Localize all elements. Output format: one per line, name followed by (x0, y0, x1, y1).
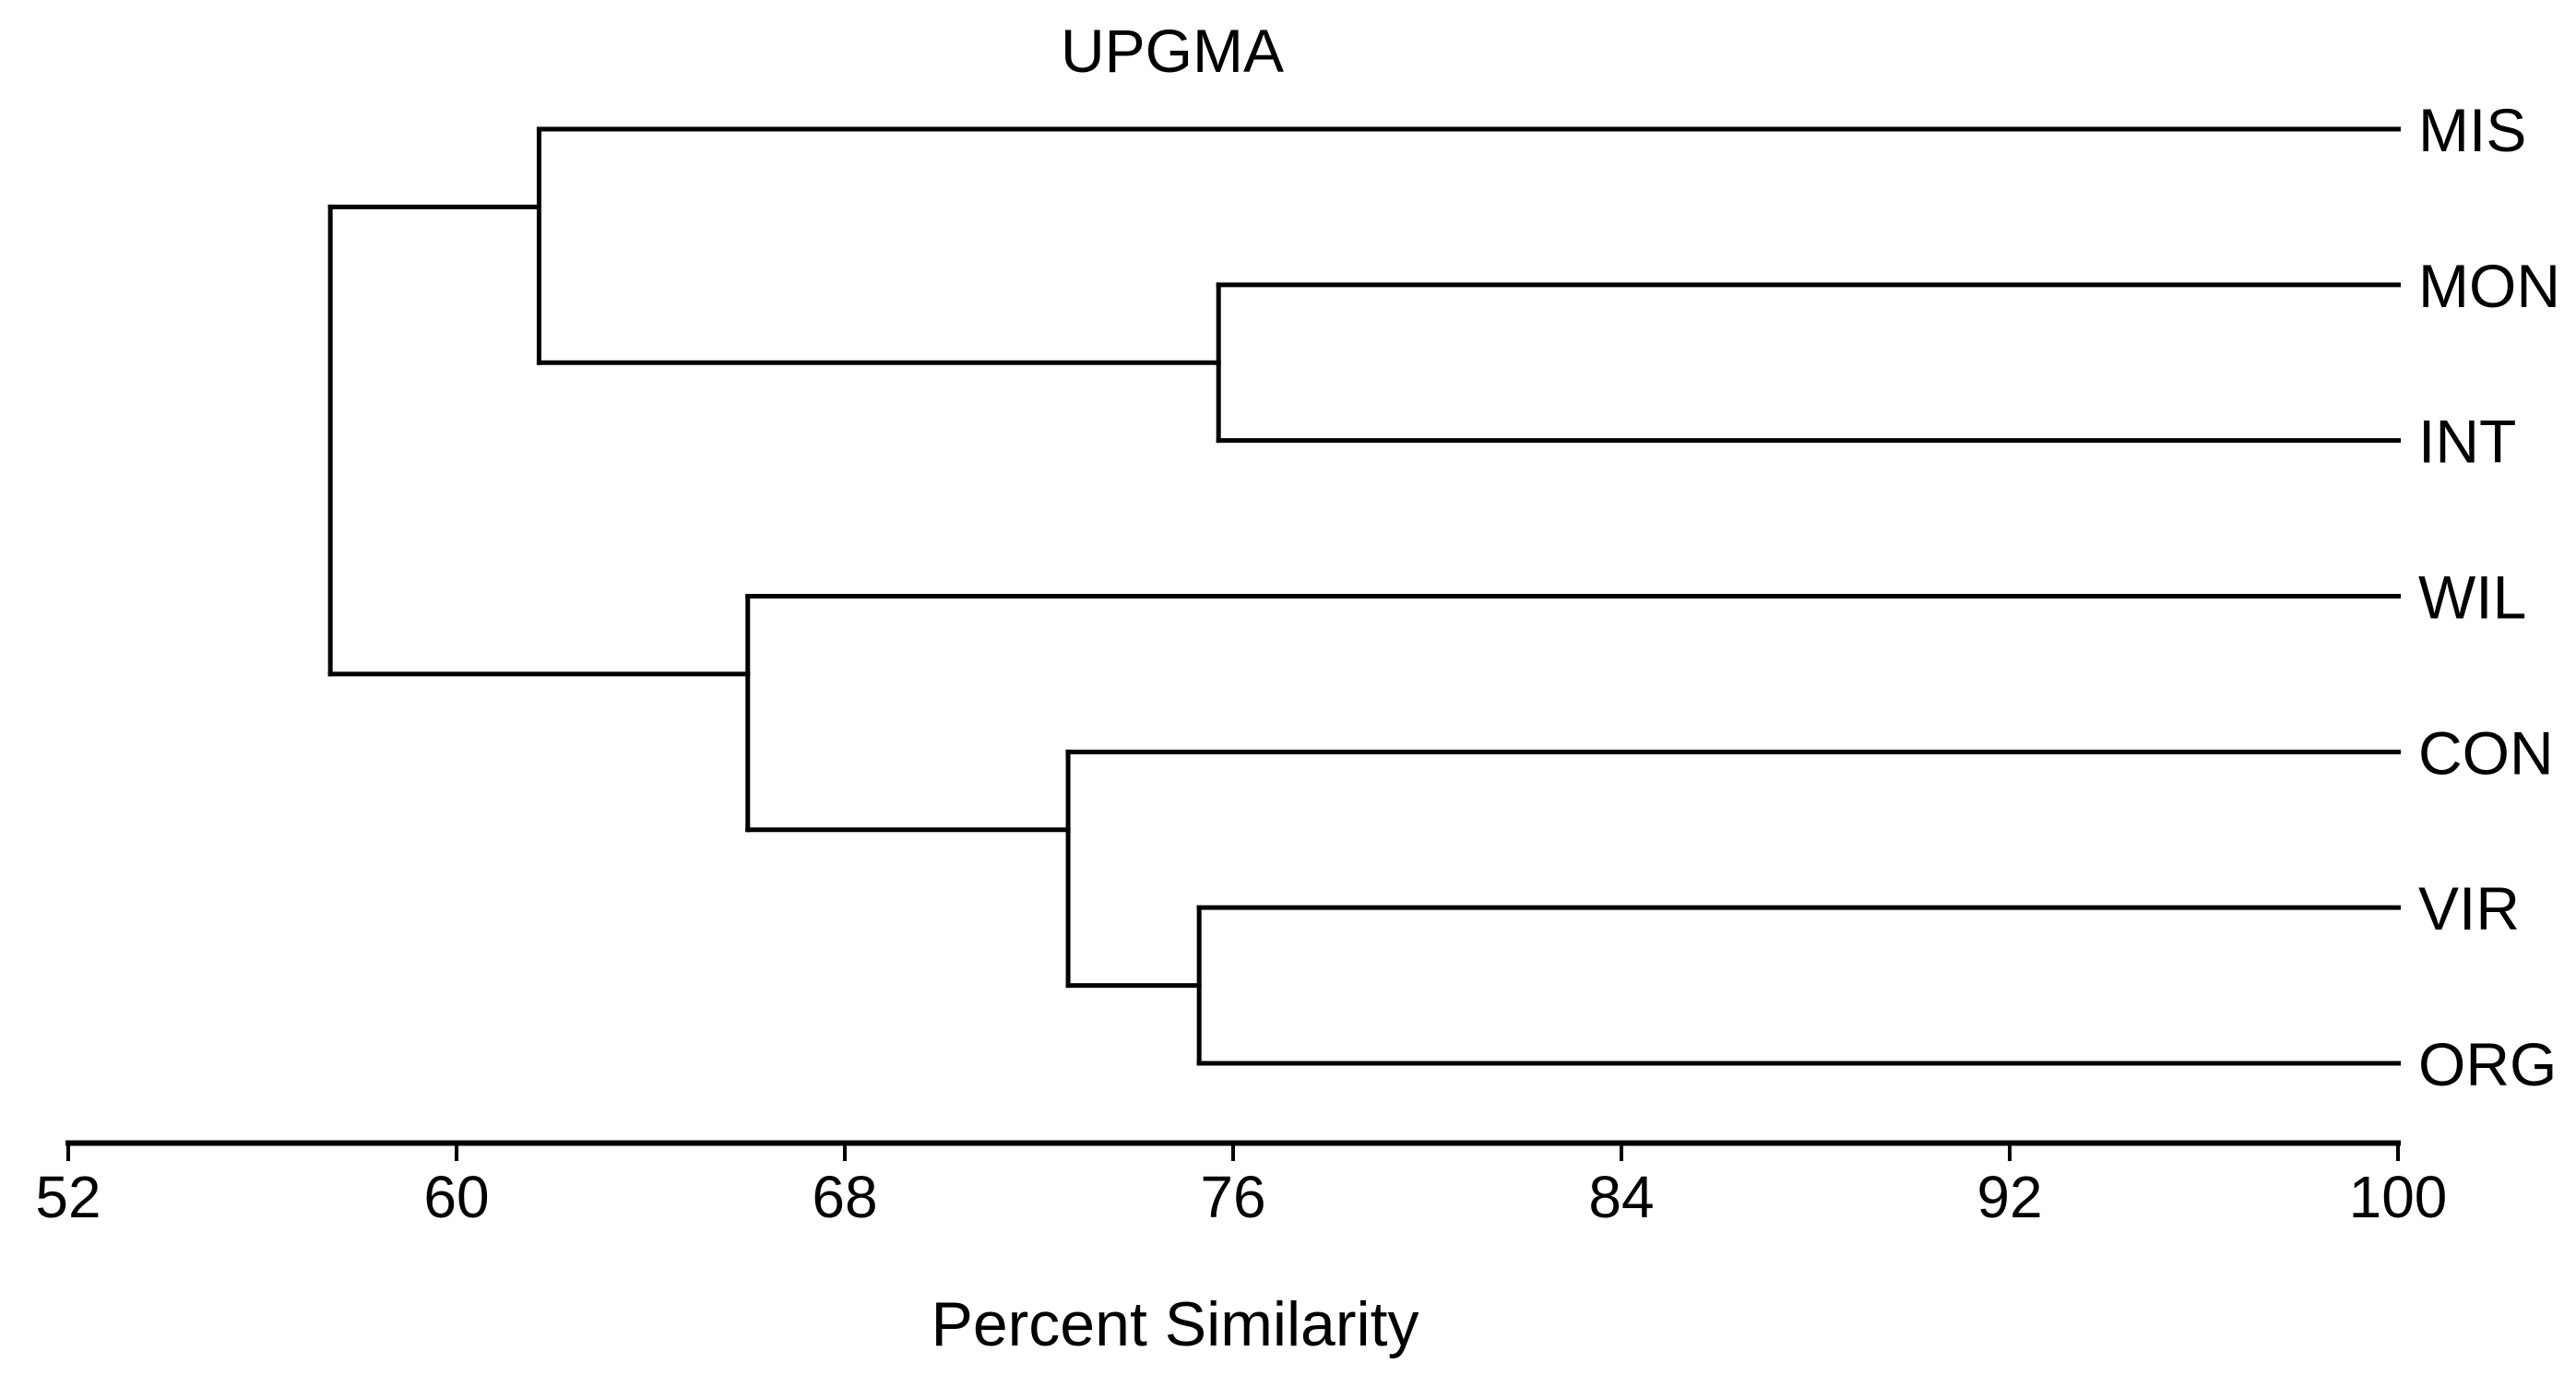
leaf-label-MON: MON (2418, 252, 2560, 320)
x-axis-label: Percent Similarity (931, 1289, 1419, 1359)
x-axis-tick-label-76: 76 (1200, 1164, 1265, 1230)
x-axis-tick-label-60: 60 (423, 1164, 489, 1230)
leaf-label-ORG: ORG (2418, 1030, 2557, 1098)
leaf-label-VIR: VIR (2418, 874, 2520, 942)
x-axis-tick-label-100: 100 (2349, 1164, 2448, 1230)
x-axis-tick-label-68: 68 (812, 1164, 877, 1230)
x-axis-tick-label-92: 92 (1977, 1164, 2042, 1230)
x-axis-tick-label-52: 52 (35, 1164, 101, 1230)
leaf-label-WIL: WIL (2418, 563, 2526, 631)
leaf-label-INT: INT (2418, 408, 2516, 476)
leaf-label-CON: CON (2418, 718, 2554, 787)
leaf-label-MIS: MIS (2418, 96, 2526, 164)
x-axis-tick-label-84: 84 (1588, 1164, 1654, 1230)
chart-title: UPGMA (1060, 17, 1285, 85)
